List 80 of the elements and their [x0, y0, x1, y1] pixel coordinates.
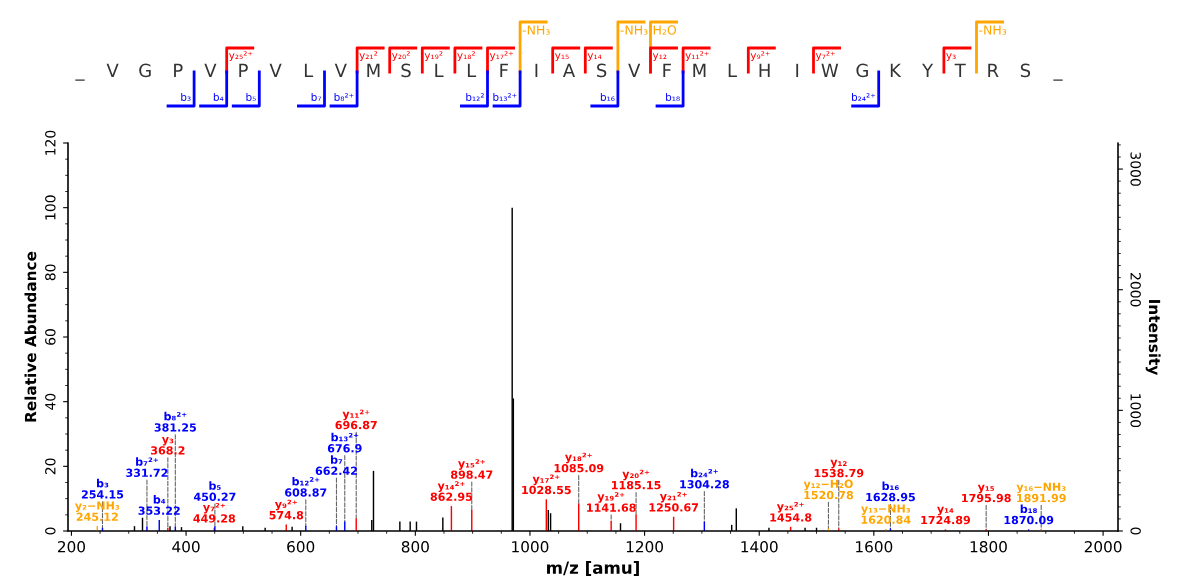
annotation: y₁₅ 1795.98	[962, 484, 1011, 503]
y2-tick-label: 0	[1130, 527, 1141, 535]
x-tick-label: 2000	[1084, 540, 1122, 553]
y2-tick-label: 2000	[1130, 273, 1141, 307]
y-tick-label: 60	[45, 329, 56, 345]
text: b₃	[181, 92, 191, 101]
text: -NH₃	[979, 25, 1007, 35]
text: b₅	[246, 92, 256, 101]
text: H₂O	[653, 25, 677, 35]
text: y₃	[946, 53, 956, 62]
annotation: y₁₁²⁺ 696.87	[335, 409, 377, 430]
annotation: b₄ 353.22	[138, 495, 180, 515]
annotation: b₅ 450.27	[193, 481, 236, 501]
text: _ V G P V P V L V M S L L F I A S V F M L H I W G K Y T R S _	[75, 63, 1063, 81]
annotation: y₁₂ 1538.79	[814, 459, 864, 478]
text: y₁₈²	[457, 51, 475, 62]
annotation: b₁₆ 1628.95	[866, 481, 915, 502]
annotation: y₂₁²⁺ 1250.67	[649, 491, 699, 512]
text: b₂₄²⁺	[852, 92, 875, 101]
text: y₁₉²	[424, 51, 443, 62]
annotation: y₇²⁺ 449.28	[193, 502, 236, 523]
y-tick-label: 20	[45, 458, 56, 475]
annotation: y₁₂−H₂O 1520.78	[803, 479, 854, 500]
annotation: b₁₈ 1870.09	[1004, 504, 1054, 525]
text: b₇	[311, 92, 322, 101]
text: y₇²⁺	[815, 51, 835, 62]
text: y₂₀²	[392, 51, 410, 62]
y-axis-title: Relative Abundance	[24, 251, 37, 422]
text: y₉²⁺	[750, 51, 770, 62]
annotation: y₁₈²⁺ 1085.09	[554, 452, 604, 473]
y-tick-label: 40	[45, 393, 56, 410]
annotation: y₁₇²⁺ 1028.55	[522, 474, 571, 495]
annotation: y₂₅²⁺ 1454.8	[770, 501, 812, 522]
x-tick-label: 1400	[741, 540, 778, 553]
annotation: y₁₃−NH₃ 1620.84	[861, 504, 911, 524]
text: y₁₇²⁺	[489, 51, 513, 62]
text: b₁₃²⁺	[493, 92, 517, 101]
text: b₈²⁺	[334, 92, 354, 101]
y-tick-label: 120	[45, 130, 56, 155]
y2-tick-label: 3000	[1130, 152, 1141, 186]
text: b₁₆	[600, 92, 615, 101]
x-tick-label: 1000	[512, 540, 549, 553]
text: -NH₃	[522, 25, 550, 35]
annotation: y₁₆−NH₃ 1891.99	[1016, 482, 1066, 503]
annotation: b₂₄²⁺ 1304.28	[680, 468, 729, 489]
text: b₁₂²	[466, 92, 484, 101]
x-tick-label: 400	[172, 540, 200, 553]
y2-tick-label: 1000	[1130, 394, 1141, 428]
y-tick-label: 0	[45, 527, 56, 535]
x-tick-label: 600	[287, 540, 315, 553]
annotation: b₁₂²⁺ 608.87	[285, 476, 327, 497]
x-tick-label: 1800	[970, 540, 1007, 553]
text: b₄	[213, 92, 224, 101]
x-tick-label: 200	[57, 540, 85, 553]
annotation: y₁₅²⁺ 898.47	[451, 459, 493, 479]
annotation: b₇²⁺ 331.72	[126, 457, 168, 477]
x-tick-label: 1600	[856, 540, 893, 553]
annotation: y₃ 368.2	[151, 437, 185, 455]
text: -NH₃	[620, 25, 648, 35]
text: y₂₅²⁺	[229, 51, 253, 62]
text: b₁₈	[666, 92, 680, 101]
annotation: y₁₄²⁺ 862.95	[430, 481, 473, 501]
y2-axis-title: Intensity	[1145, 300, 1161, 376]
annotation: y₂−NH₃ 245.12	[74, 501, 120, 521]
x-tick-label: 1200	[626, 540, 664, 553]
annotation: y₁₄ 1724.89	[921, 506, 971, 525]
annotation: y₁₉²⁺ 1141.68	[587, 492, 636, 512]
annotation: b₇ 662.42	[315, 455, 357, 475]
y-tick-label: 80	[45, 264, 56, 281]
text: y₁₁²⁺	[685, 51, 709, 62]
annotation: b₈²⁺ 381.25	[154, 411, 196, 432]
annotation: b₃ 254.15	[81, 478, 124, 499]
annotation: y₉²⁺ 574.8	[269, 499, 304, 520]
text: y₁₅	[555, 53, 569, 62]
text: y₂₁²	[359, 51, 378, 62]
text: y₁₂	[652, 53, 667, 62]
text: y₁₄	[587, 53, 602, 62]
y-tick-label: 100	[45, 195, 56, 220]
x-tick-label: 800	[401, 540, 429, 553]
x-axis-title: m/z [amu]	[547, 561, 639, 576]
